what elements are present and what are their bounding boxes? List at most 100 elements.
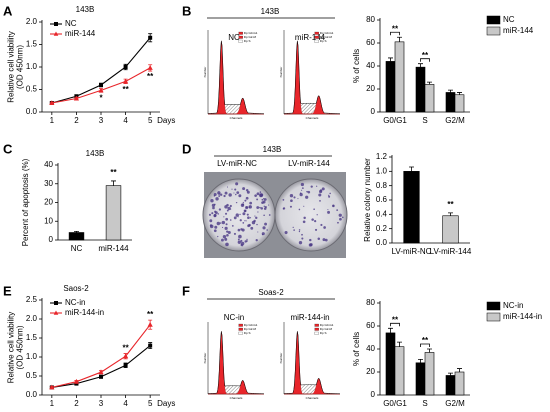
- colony: [239, 213, 241, 216]
- y-tick-label: 2.0: [26, 314, 38, 323]
- significance: **: [147, 72, 154, 81]
- colony: [221, 226, 224, 229]
- significance: **: [422, 336, 429, 345]
- colony: [293, 196, 296, 199]
- hist-outline: [283, 40, 341, 114]
- y-tick-label: 0.5: [26, 85, 38, 94]
- bar: [105, 185, 122, 241]
- colony: [301, 187, 304, 189]
- y-tick-label: 0: [49, 235, 54, 244]
- colony: [310, 185, 313, 188]
- colony: [219, 193, 223, 196]
- colony: [246, 238, 248, 241]
- x-axis-label: Days: [157, 116, 175, 125]
- colony: [230, 208, 232, 210]
- colony: [221, 220, 226, 225]
- error-bar: [427, 348, 432, 353]
- image-label: NC: [228, 33, 240, 42]
- colony: [316, 185, 318, 187]
- colony: [239, 219, 242, 222]
- colony: [318, 193, 322, 197]
- colony: [217, 213, 220, 215]
- colony: [317, 237, 321, 240]
- x-tick-label: LV-miR-144: [430, 247, 472, 256]
- colony: [316, 214, 318, 216]
- hist-legend-label: Dp S: [244, 331, 251, 335]
- image-label: LV-miR-NC: [217, 159, 257, 168]
- marker: [122, 353, 129, 359]
- colony: [308, 243, 313, 247]
- marker: [73, 95, 80, 101]
- colony: [242, 187, 246, 191]
- significance: **: [422, 51, 429, 60]
- error-bar: [397, 36, 402, 42]
- legend-label: miR-144-in: [65, 308, 104, 317]
- colony: [233, 232, 237, 235]
- colony: [293, 229, 295, 231]
- hist-y-label: Number: [279, 67, 283, 78]
- bar: [68, 232, 85, 241]
- marker: [98, 369, 104, 375]
- colony: [298, 241, 303, 245]
- bar: [454, 371, 465, 396]
- y-tick-label: 0: [371, 390, 376, 399]
- colony: [233, 216, 237, 220]
- y-tick-label: 40: [44, 160, 53, 169]
- significance: **: [122, 344, 129, 353]
- image-label: miR-144: [295, 33, 326, 42]
- hist-legend-swatch: [238, 39, 243, 43]
- bar: [415, 66, 426, 113]
- colony: [337, 221, 339, 224]
- y-tick-label: 10: [44, 216, 53, 225]
- colony: [299, 192, 302, 194]
- colony: [323, 226, 326, 229]
- colony: [225, 223, 228, 226]
- legend-marker: [53, 31, 59, 36]
- marker: [148, 343, 153, 348]
- colony: [241, 228, 245, 232]
- y-tick-label: 20: [44, 198, 53, 207]
- colony: [262, 200, 266, 204]
- hist-legend-swatch: [238, 35, 243, 39]
- hist-legend-label: Dp S: [320, 39, 327, 43]
- colony: [222, 234, 227, 239]
- legend-marker: [54, 22, 58, 26]
- y-tick-label: 0.6: [376, 195, 388, 204]
- hist-g1-peak: [208, 40, 264, 115]
- error-bar: [418, 63, 423, 68]
- x-tick-label: miR-144: [98, 244, 129, 253]
- colony: [261, 232, 265, 236]
- x-tick-label: G0/G1: [383, 116, 407, 125]
- legend-swatch: [486, 312, 501, 322]
- y-tick-label: 1.0: [376, 166, 388, 175]
- error-bar: [418, 358, 423, 363]
- legend-swatch: [486, 26, 501, 36]
- y-tick-label: 80: [366, 298, 375, 307]
- y-tick-label: 30: [44, 179, 53, 188]
- significance: **: [110, 168, 117, 177]
- legend-label: NC-in: [503, 301, 523, 310]
- hist-outline: [207, 40, 265, 114]
- colony: [282, 198, 285, 201]
- colony: [324, 238, 328, 242]
- significance-bracket: [420, 58, 430, 62]
- hist-g2-peak: [208, 97, 264, 115]
- colony: [321, 187, 325, 191]
- x-tick-label: G0/G1: [383, 399, 407, 408]
- bar: [385, 61, 396, 113]
- hist-legend-label: Dp S: [320, 331, 327, 335]
- colony: [261, 198, 264, 201]
- y-axis-label: (OD 450nm): [16, 45, 25, 89]
- colony: [245, 196, 249, 200]
- x-tick-label: 3: [99, 399, 104, 408]
- colony: [302, 220, 306, 224]
- x-tick-label: 1: [50, 116, 55, 125]
- colony: [282, 208, 285, 210]
- y-tick-label: 1.0: [26, 62, 38, 71]
- colony: [307, 190, 311, 194]
- hist-y-label: Number: [203, 67, 207, 78]
- image-title: 143B: [263, 145, 282, 154]
- colony: [301, 233, 303, 236]
- colony: [262, 226, 266, 230]
- colony: [263, 205, 266, 208]
